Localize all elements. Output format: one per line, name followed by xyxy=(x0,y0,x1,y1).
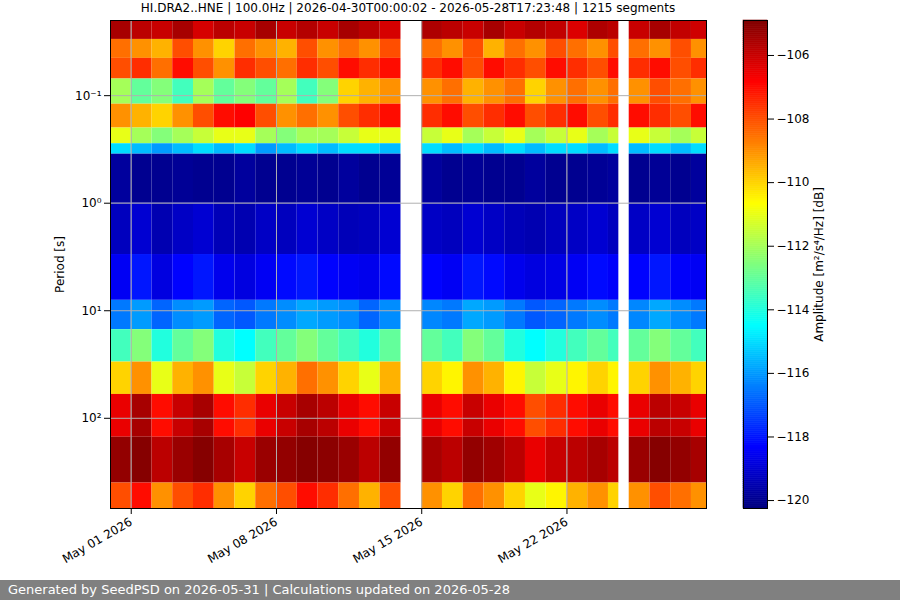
svg-text:May 22 2026: May 22 2026 xyxy=(496,515,571,566)
svg-text:May 15 2026: May 15 2026 xyxy=(350,515,425,566)
svg-text:−110: −110 xyxy=(777,175,810,189)
svg-text:10¹: 10¹ xyxy=(81,304,101,318)
svg-text:May 08 2026: May 08 2026 xyxy=(205,515,280,566)
html-text:Generated by SeedPSD on 2026-0: Generated by SeedPSD on 2026-05-31 | Cal… xyxy=(8,582,510,597)
svg-text:−114: −114 xyxy=(777,303,810,317)
svg-text:Amplitude [m²/s⁴/Hz] [dB]: Amplitude [m²/s⁴/Hz] [dB] xyxy=(812,187,826,342)
svg-text:10²: 10² xyxy=(81,411,101,425)
svg-text:−116: −116 xyxy=(777,366,810,380)
svg-text:−120: −120 xyxy=(777,493,810,507)
svg-text:−112: −112 xyxy=(777,239,810,253)
svg-text:−108: −108 xyxy=(777,112,810,126)
svg-text:Period [s]: Period [s] xyxy=(53,236,67,293)
svg-text:10⁰: 10⁰ xyxy=(81,196,101,210)
svg-text:May 01 2026: May 01 2026 xyxy=(60,515,135,566)
html-text:HI.DRA2..HNE | 100.0Hz | 2026-: HI.DRA2..HNE | 100.0Hz | 2026-04-30T00:0… xyxy=(140,1,676,15)
svg-text:−118: −118 xyxy=(777,430,810,444)
svg-text:10⁻¹: 10⁻¹ xyxy=(75,89,102,103)
svg-text:−106: −106 xyxy=(777,48,810,62)
